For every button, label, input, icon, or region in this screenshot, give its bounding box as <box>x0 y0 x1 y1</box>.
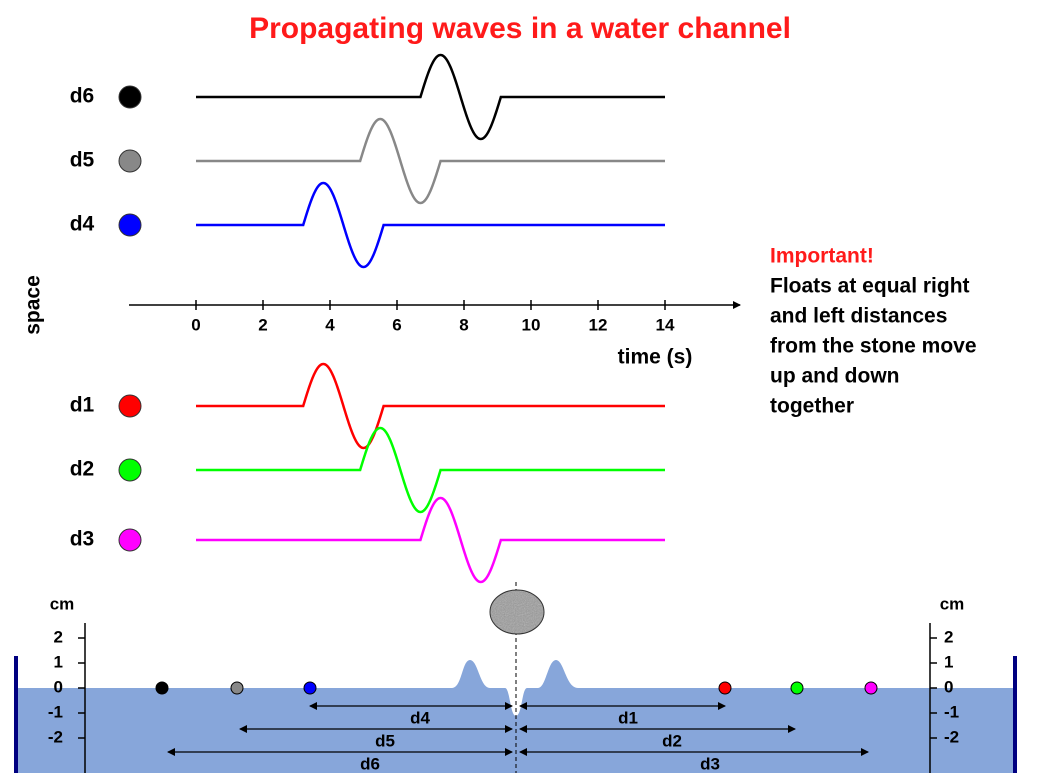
distance-label: d2 <box>662 731 682 750</box>
trace <box>196 117 665 205</box>
trace-label: d2 <box>70 458 95 481</box>
scale-label: -2 <box>48 727 63 746</box>
x-label: time (s) <box>618 346 693 369</box>
scale-label: -1 <box>944 702 959 721</box>
distance-label: d5 <box>375 731 395 750</box>
float <box>864 681 878 695</box>
float <box>790 681 804 695</box>
x-tick-label: 4 <box>325 315 335 334</box>
scale-label: 1 <box>54 652 63 671</box>
scale-label: -2 <box>944 727 959 746</box>
trace <box>196 362 665 450</box>
float-icon <box>118 394 142 418</box>
float-icon <box>118 149 142 173</box>
x-tick-label: 0 <box>191 315 200 334</box>
trace-label: d6 <box>70 85 95 108</box>
scale-label: 2 <box>944 627 953 646</box>
note-line: up and down <box>770 365 899 388</box>
x-tick-label: 2 <box>258 315 267 334</box>
trace-label: d3 <box>70 528 95 551</box>
x-tick-label: 12 <box>589 315 608 334</box>
trace <box>196 426 665 514</box>
scale-label: 0 <box>54 677 63 696</box>
x-tick-label: 14 <box>656 315 675 334</box>
wave-crest <box>538 660 578 688</box>
scale-label: -1 <box>48 702 63 721</box>
distance-label: d6 <box>360 754 380 773</box>
distance-label: d3 <box>700 754 720 773</box>
trace-label: d1 <box>70 394 95 417</box>
float <box>155 681 169 695</box>
float-icon <box>118 213 142 237</box>
note-line: Floats at equal right <box>770 275 970 298</box>
trace <box>196 53 665 141</box>
unit-left: cm <box>50 594 75 613</box>
title: Propagating waves in a water channel <box>249 12 791 45</box>
note-line: and left distances <box>770 305 947 328</box>
x-tick-label: 6 <box>392 315 401 334</box>
float <box>230 681 244 695</box>
distance-label: d1 <box>618 708 638 727</box>
scale-label: 1 <box>944 652 953 671</box>
trace-label: d4 <box>70 213 95 236</box>
float-icon <box>118 85 142 109</box>
note: Important! Floats at equal right and left… <box>770 245 977 418</box>
float-icon <box>118 528 142 552</box>
x-tick-label: 8 <box>459 315 468 334</box>
note-line: from the stone move <box>770 335 977 358</box>
distance-label: d4 <box>410 708 430 727</box>
trace-label: d5 <box>70 149 95 172</box>
trace <box>196 181 665 269</box>
scale-label: 2 <box>54 627 63 646</box>
y-label: space <box>22 275 45 335</box>
note-line: together <box>770 395 854 418</box>
note-heading: Important! <box>770 245 874 268</box>
unit-right: cm <box>940 594 965 613</box>
float <box>303 681 317 695</box>
float <box>718 681 732 695</box>
x-tick-label: 10 <box>522 315 541 334</box>
stone-texture <box>490 590 544 634</box>
stone-outline <box>489 589 545 635</box>
scale-label: 0 <box>944 677 953 696</box>
float-icon <box>118 458 142 482</box>
wave-crest <box>452 660 490 688</box>
trace <box>196 496 665 584</box>
